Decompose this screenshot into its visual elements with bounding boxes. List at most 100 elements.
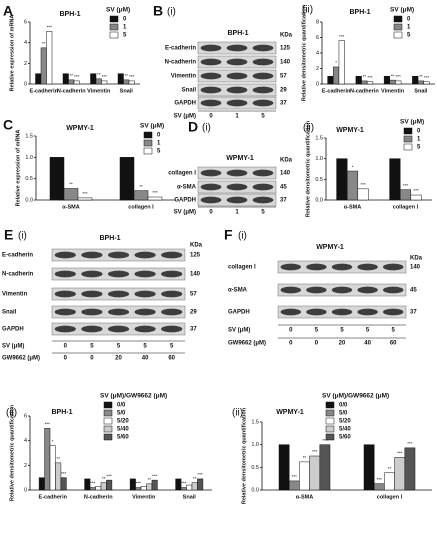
- significance-mark: ***: [45, 422, 51, 427]
- y-tick-label: 4: [24, 40, 27, 46]
- blot-band: [200, 183, 222, 191]
- bar: [49, 445, 56, 491]
- y-tick-label: 1.0: [315, 156, 323, 162]
- blot-band: [306, 286, 327, 294]
- panel-sublabel: (i): [18, 231, 27, 242]
- blot-band: [280, 308, 302, 316]
- panel-label: D: [188, 119, 198, 135]
- bar: [373, 483, 385, 491]
- blot-band: [252, 196, 274, 204]
- legend-title: SV (μM): [106, 7, 130, 14]
- blot-row-label: E-cadherin: [2, 253, 33, 259]
- y-tick-label: 0.5: [251, 465, 259, 471]
- legend-swatch: [325, 401, 335, 409]
- y-tick-label: 6: [24, 19, 27, 25]
- legend-label: 5/60: [339, 435, 351, 441]
- bar: [180, 487, 187, 491]
- significance-mark: **: [69, 73, 73, 78]
- condition-value: 5: [315, 328, 319, 334]
- kda-header: KDa: [280, 158, 293, 164]
- bar: [175, 478, 182, 491]
- bar: [327, 76, 334, 85]
- x-tick-label: α-SMA: [344, 204, 361, 210]
- x-tick-label: N-cadherin: [350, 88, 379, 94]
- blot-row-label: Snail: [2, 310, 17, 316]
- blot-band: [357, 286, 378, 294]
- legend-swatch: [109, 23, 119, 31]
- panel-label: C: [3, 117, 13, 133]
- blot-band: [226, 183, 248, 191]
- blot-band: [107, 251, 130, 259]
- significance-mark: **: [303, 455, 307, 460]
- legend-label: 0/0: [117, 403, 126, 409]
- legend-swatch: [103, 401, 113, 409]
- bar: [123, 79, 130, 85]
- legend-label: 5/0: [117, 411, 126, 417]
- y-axis-label: Relative densitometric quantification: [305, 120, 311, 217]
- blot-band: [161, 290, 183, 298]
- blot-band: [306, 263, 327, 271]
- legend-swatch: [325, 409, 335, 417]
- legend-swatch: [325, 425, 335, 433]
- bar: [355, 76, 362, 85]
- bar: [89, 487, 96, 491]
- significance-mark: ***: [396, 74, 402, 79]
- legend-label: 0: [407, 17, 411, 23]
- significance-mark: ***: [407, 441, 413, 446]
- significance-mark: **: [42, 41, 46, 46]
- kda-header: KDa: [410, 256, 423, 262]
- significance-mark: ***: [322, 438, 328, 443]
- panel-label: F: [224, 227, 233, 243]
- significance-mark: ***: [47, 24, 53, 29]
- significance-mark: ***: [152, 473, 158, 478]
- blot-band: [200, 58, 222, 66]
- blot-band: [226, 58, 248, 66]
- blot-band: [200, 169, 222, 177]
- blot-row-label: collagen Ⅰ: [168, 170, 196, 177]
- condition-value: 5: [90, 344, 94, 350]
- panel-label: (ii): [6, 408, 17, 419]
- x-tick-label: Snail: [120, 88, 134, 94]
- legend-title: SV (μM): [140, 123, 164, 130]
- bar: [84, 478, 91, 491]
- panel-label: B: [153, 3, 163, 19]
- significance-mark: **: [419, 74, 423, 79]
- y-tick-label: 0.5: [315, 177, 323, 183]
- x-tick-label: α-SMA: [296, 494, 313, 500]
- blot-band: [252, 86, 274, 94]
- blot-kda: 125: [190, 253, 201, 259]
- y-axis-label: Relative expression of mRNA: [9, 15, 15, 92]
- y-tick-label: 4: [24, 438, 27, 444]
- legend-label: 0: [123, 17, 127, 23]
- legend-label: 1: [123, 25, 127, 31]
- bar: [357, 188, 369, 201]
- bar: [363, 444, 375, 491]
- condition-label: GW9662 (μM): [2, 356, 40, 362]
- significance-mark: ***: [292, 474, 298, 479]
- bar: [73, 80, 80, 85]
- significance-mark: ***: [61, 471, 67, 476]
- significance-mark: **: [102, 476, 106, 481]
- significance-mark: ***: [82, 191, 88, 196]
- y-axis-label: Relative expression of mRNA: [15, 130, 21, 207]
- blot-band: [306, 308, 327, 316]
- bar: [151, 479, 158, 491]
- blot-band: [280, 263, 302, 271]
- condition-value: 40: [364, 341, 371, 347]
- condition-value: 5: [170, 344, 174, 350]
- bar: [62, 73, 69, 85]
- blot-band: [357, 308, 378, 316]
- significance-mark: **: [363, 74, 367, 79]
- bar: [68, 79, 75, 85]
- blot-band: [200, 44, 222, 52]
- legend-swatch: [109, 15, 119, 23]
- blot-kda: 45: [410, 288, 417, 294]
- blot-kda: 57: [280, 74, 287, 80]
- bar: [319, 444, 331, 491]
- condition-value: 5: [392, 328, 396, 334]
- blot-kda: 45: [280, 185, 287, 191]
- significance-mark: ***: [152, 190, 158, 195]
- panel-label: (ii): [302, 5, 313, 16]
- bar: [100, 482, 107, 491]
- legend-title: SV (μM): [390, 7, 414, 14]
